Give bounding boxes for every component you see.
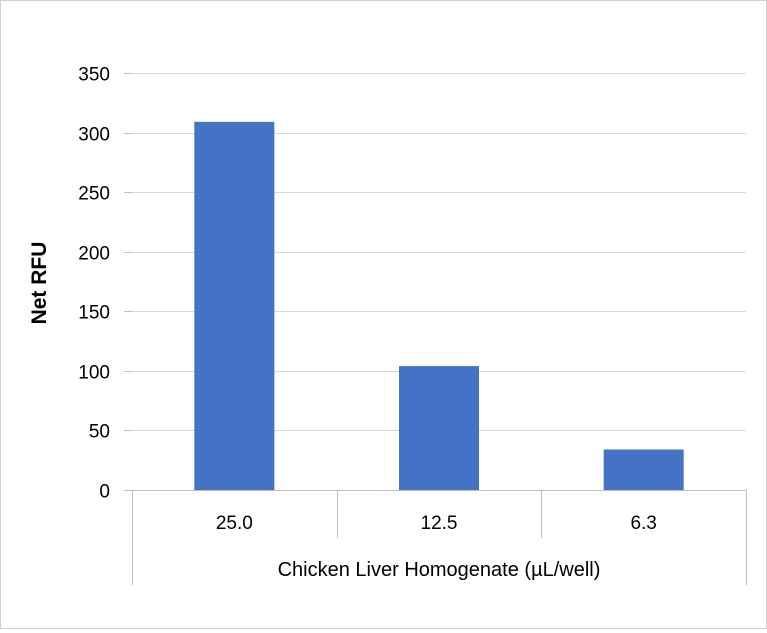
y-tick-labels: 0 50 100 150 200 250 300 350	[78, 65, 110, 503]
bars	[194, 121, 684, 490]
bar-6.3	[603, 449, 684, 490]
bar-25.0	[194, 121, 275, 490]
y-tick-label: 300	[78, 125, 110, 146]
y-tick-label: 50	[89, 422, 110, 443]
y-axis-title: Net RFU	[28, 242, 51, 325]
x-category-label: 12.5	[421, 513, 458, 534]
y-tick-label: 100	[78, 363, 110, 384]
bar-12.5	[399, 366, 479, 490]
y-tick-label: 250	[78, 184, 110, 205]
x-axis-title: Chicken Liver Homogenate (µL/well)	[278, 559, 601, 581]
y-tick-label: 150	[78, 303, 110, 324]
x-category-label: 6.3	[630, 513, 656, 534]
x-category-labels: 25.0 12.5 6.3	[216, 513, 657, 534]
x-category-label: 25.0	[216, 513, 253, 534]
y-tick-label: 0	[99, 482, 110, 503]
y-tick-label: 200	[78, 244, 110, 265]
y-tick-label: 350	[78, 65, 110, 86]
axes	[124, 73, 747, 585]
